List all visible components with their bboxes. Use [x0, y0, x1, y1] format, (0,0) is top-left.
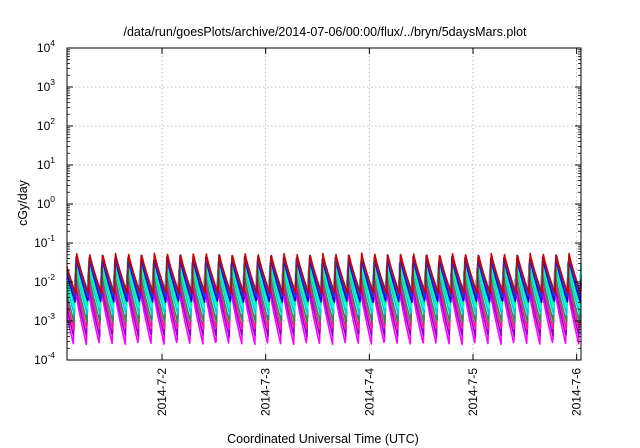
x-tick-label: 2014-7-5: [466, 368, 480, 416]
x-tick-label: 2014-7-2: [155, 368, 169, 416]
series-line: [66, 252, 582, 295]
y-tick-label: 101: [37, 155, 55, 172]
y-tick-labels: 10-4 10-3 10-2 10-1 100 101 102 103 104: [34, 38, 55, 367]
series-line: [66, 255, 582, 304]
y-tick-label: 10-1: [34, 233, 55, 250]
series-line: [66, 263, 582, 307]
y-axis-label: cGy/day: [16, 179, 30, 226]
chart-title: /data/run/goesPlots/archive/2014-07-06/0…: [123, 25, 527, 39]
axis-ticks: [67, 47, 581, 361]
x-axis-label: Coordinated Universal Time (UTC): [227, 432, 419, 446]
y-tick-label: 102: [37, 116, 55, 133]
x-tick-label: 2014-7-6: [570, 368, 584, 416]
y-tick-label: 10-4: [34, 350, 55, 367]
x-tick-labels: 2014-7-2 2014-7-3 2014-7-4 2014-7-5 2014-7-6: [155, 368, 584, 416]
series-layer: [66, 252, 582, 346]
y-tick-label: 104: [37, 38, 55, 55]
x-tick-label: 2014-7-3: [259, 368, 273, 416]
y-tick-label: 100: [37, 194, 55, 211]
y-tick-label: 10-2: [34, 272, 55, 289]
y-tick-label: 103: [37, 77, 55, 94]
x-tick-label: 2014-7-4: [362, 368, 376, 416]
y-tick-label: 10-3: [34, 311, 55, 328]
